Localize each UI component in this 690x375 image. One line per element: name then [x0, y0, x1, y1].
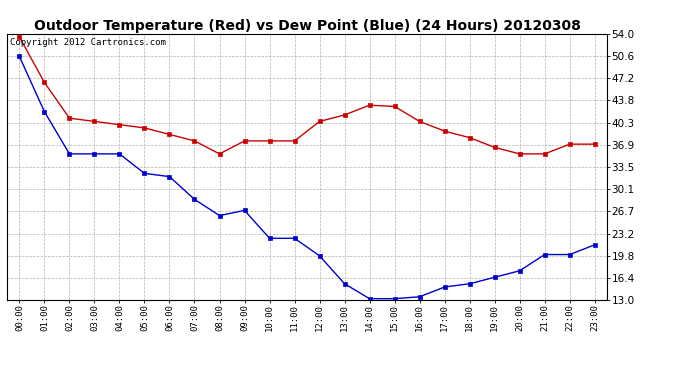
Title: Outdoor Temperature (Red) vs Dew Point (Blue) (24 Hours) 20120308: Outdoor Temperature (Red) vs Dew Point (…: [34, 19, 580, 33]
Text: Copyright 2012 Cartronics.com: Copyright 2012 Cartronics.com: [10, 38, 166, 47]
